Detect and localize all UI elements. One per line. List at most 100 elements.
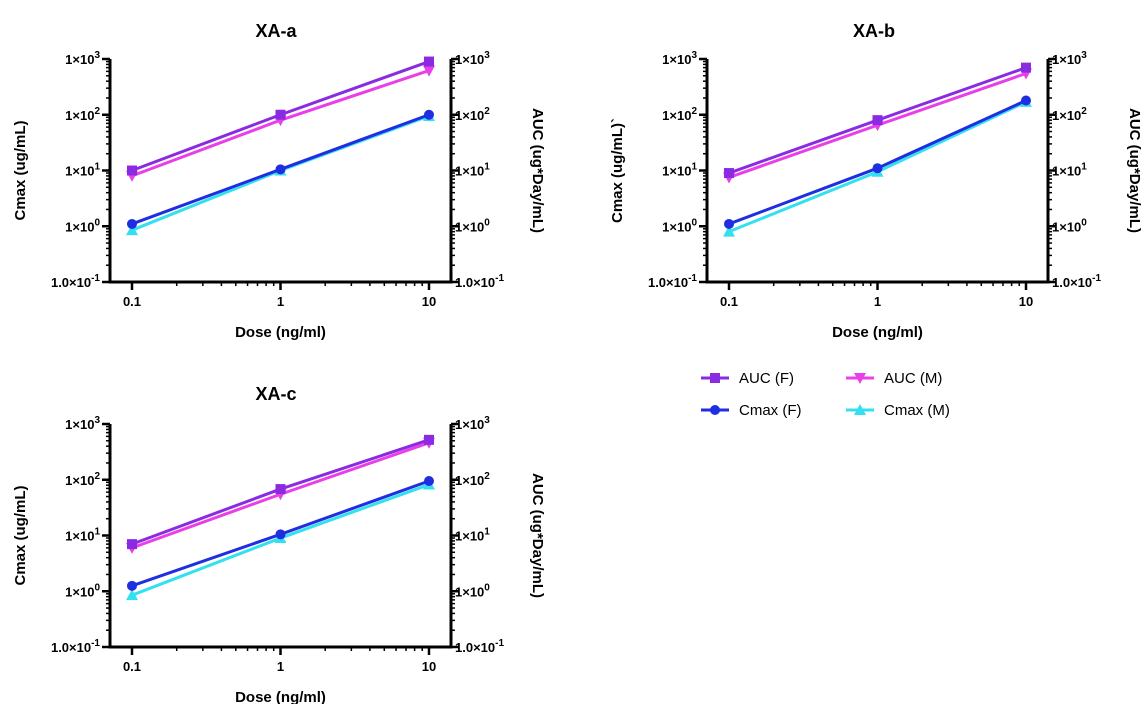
y2-tick-label-exponent: 1	[484, 527, 490, 538]
x-tick-label: 1	[277, 294, 284, 309]
y2-tick-label: 1×100	[1052, 217, 1087, 234]
y2-tick-label-base: 1.0×10	[455, 640, 495, 655]
y-tick-label-exponent: -1	[688, 273, 697, 284]
y2-tick-label: 1×103	[455, 415, 490, 432]
y-tick-label: 1.0×10-1	[648, 273, 697, 290]
data-point-auc-m	[423, 65, 435, 77]
x-tick-label: 1	[277, 659, 284, 674]
legend-item-auc-f: AUC (F)	[701, 370, 794, 387]
legend-label: AUC (F)	[739, 370, 794, 387]
legend-swatch-marker	[854, 404, 866, 415]
x-axis-label: Dose (ng/ml)	[832, 324, 923, 341]
y-tick-label-base: 1×10	[65, 219, 94, 234]
y-tick-label-base: 1×10	[65, 108, 94, 123]
chart-title: XA-c	[255, 384, 296, 404]
y2-tick-label-exponent: 2	[484, 471, 490, 482]
y-tick-label-exponent: 2	[94, 471, 100, 482]
y2-tick-label-exponent: 3	[484, 415, 490, 426]
y2-tick-label-base: 1×10	[1052, 108, 1081, 123]
series-cmax-f	[127, 109, 434, 229]
y2-tick-label-exponent: 3	[484, 50, 490, 61]
data-point-cmax-f	[424, 475, 434, 486]
legend-item-cmax-m: Cmax (M)	[846, 402, 950, 419]
y2-tick-label-base: 1.0×10	[1052, 275, 1092, 290]
y-tick-label: 1×103	[65, 415, 100, 432]
y-tick-label-base: 1×10	[65, 584, 94, 599]
y-tick-label-base: 1.0×10	[51, 275, 91, 290]
y-tick-label: 1×100	[65, 217, 100, 234]
data-point-auc-f	[127, 539, 137, 550]
series-cmax-f	[724, 95, 1031, 229]
y-tick-label: 1×101	[662, 162, 697, 179]
y2-tick-label-exponent: 0	[1081, 217, 1087, 228]
y-tick-label-base: 1×10	[65, 417, 94, 432]
y2-tick-label-base: 1×10	[455, 529, 484, 544]
y2-tick-label: 1.0×10-1	[455, 273, 504, 290]
chart-title: XA-a	[255, 21, 297, 41]
y2-tick-label-base: 1×10	[455, 417, 484, 432]
y2-tick-label-exponent: 1	[484, 162, 490, 173]
chart-title: XA-b	[853, 21, 895, 41]
y2-tick-label-exponent: 0	[484, 582, 490, 593]
data-point-cmax-f	[724, 218, 734, 229]
data-point-cmax-f	[1021, 95, 1031, 106]
y2-tick-label: 1×103	[455, 50, 490, 67]
y2-tick-label: 1×102	[455, 106, 490, 123]
y-tick-label-base: 1.0×10	[648, 275, 688, 290]
legend-swatch-marker	[710, 405, 720, 415]
y2-tick-label-base: 1.0×10	[455, 275, 495, 290]
data-point-auc-f	[275, 484, 286, 495]
y2-tick-label-exponent: 3	[1081, 50, 1087, 61]
y-tick-label-exponent: 0	[691, 217, 697, 228]
x-axis-label: Dose (ng/ml)	[235, 324, 326, 341]
y-tick-label-base: 1×10	[65, 52, 94, 67]
legend-swatch-marker	[854, 373, 866, 384]
y-tick-label: 1×103	[65, 50, 100, 67]
series-auc-f	[127, 56, 434, 176]
data-point-auc-f	[872, 115, 883, 126]
y2-tick-label: 1×100	[455, 217, 490, 234]
y2-tick-label-base: 1×10	[455, 473, 484, 488]
y-tick-label: 1×100	[662, 217, 697, 234]
data-point-auc-f	[724, 168, 734, 179]
y-tick-label-exponent: 1	[691, 162, 697, 173]
y2-tick-label-exponent: 2	[484, 106, 490, 117]
x-tick-label: 10	[422, 294, 436, 309]
x-tick-label: 10	[1019, 294, 1033, 309]
y-tick-label-exponent: -1	[91, 273, 100, 284]
y-tick-label-base: 1.0×10	[51, 640, 91, 655]
data-point-cmax-f	[424, 109, 434, 120]
legend-swatch-marker	[710, 373, 720, 383]
y2-tick-label: 1.0×10-1	[455, 638, 504, 655]
y2-tick-label-base: 1×10	[455, 52, 484, 67]
series-auc-f	[127, 434, 434, 550]
legend-label: Cmax (F)	[739, 402, 802, 419]
series-auc-f	[724, 62, 1031, 179]
y-axis-label: Cmax (ug/mL)	[12, 120, 29, 220]
y-tick-label-exponent: 0	[94, 217, 100, 228]
y-tick-label-exponent: 3	[94, 50, 100, 61]
y2-axis-label: AUC (ug*Day/mL)	[529, 108, 546, 233]
legend-label: AUC (M)	[884, 370, 942, 387]
y2-tick-label-base: 1×10	[455, 108, 484, 123]
y2-axis-label: AUC (ug*Day/mL)	[1126, 108, 1143, 233]
data-point-auc-f	[127, 165, 137, 176]
data-point-cmax-f	[127, 580, 137, 591]
y-tick-label: 1×102	[662, 106, 697, 123]
y-tick-label: 1×102	[65, 106, 100, 123]
x-tick-label: 10	[422, 659, 436, 674]
y-tick-label-exponent: 1	[94, 162, 100, 173]
y2-tick-label-base: 1×10	[455, 584, 484, 599]
y-tick-label: 1.0×10-1	[51, 273, 100, 290]
series-cmax-f	[127, 475, 434, 591]
y-tick-label: 1×101	[65, 162, 100, 179]
legend-item-auc-m: AUC (M)	[846, 370, 942, 387]
data-point-auc-f	[1021, 62, 1031, 73]
data-point-cmax-f	[872, 163, 883, 174]
y2-tick-label-base: 1×10	[1052, 219, 1081, 234]
y2-tick-label: 1×101	[455, 527, 490, 544]
y-tick-label: 1.0×10-1	[51, 638, 100, 655]
